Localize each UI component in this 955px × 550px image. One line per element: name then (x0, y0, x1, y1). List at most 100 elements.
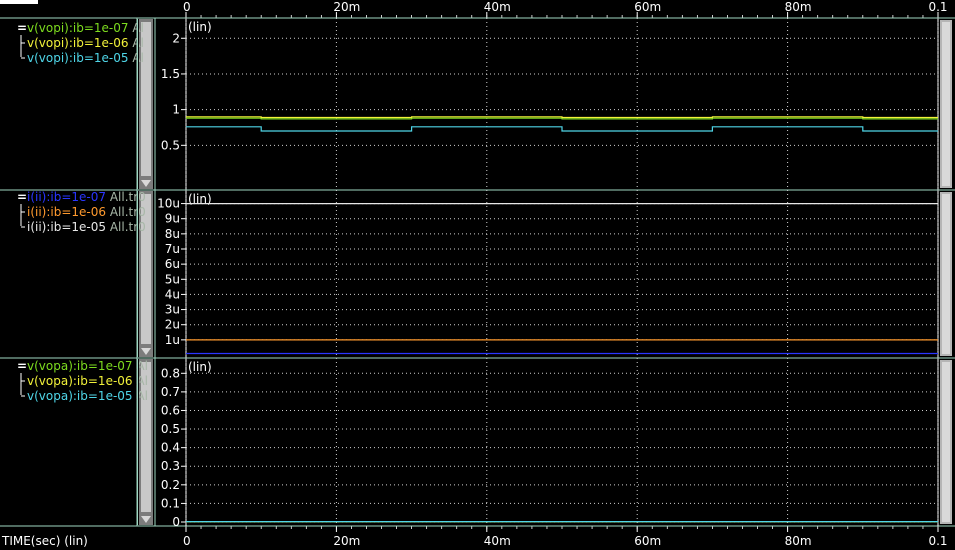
panel-scrollbar[interactable] (139, 191, 153, 357)
y-axis-tick-label: 0.1 (161, 496, 180, 510)
y-scale-label: (lin) (188, 20, 212, 34)
legend-clip-edge (137, 191, 138, 357)
scroll-down-arrow-icon[interactable] (141, 516, 151, 523)
y-axis-tick-label: 1u (165, 333, 180, 347)
bottom-axis-tick-label: 60m (634, 534, 661, 548)
legend-item[interactable]: v(vopa):ib=1e-07 Al (27, 359, 148, 373)
legend-series-file: Al (133, 374, 148, 388)
legend-clip-edge (137, 19, 138, 189)
legend-series-name[interactable]: i(ii):ib=1e-05 (27, 220, 106, 234)
bottom-axis-tick-label: 0.1 (928, 534, 947, 548)
legend-label[interactable]: v(vopa):ib=1e-07 Al (27, 359, 148, 373)
scroll-down-arrow-icon[interactable] (141, 348, 151, 355)
legend-item[interactable]: v(vopa):ib=1e-06 Al (21, 374, 148, 388)
legend-series-name[interactable]: v(vopi):ib=1e-05 (27, 51, 129, 65)
legend-label[interactable]: i(ii):ib=1e-07 All.tr0 (27, 190, 146, 204)
x-axis-label: TIME(sec) (lin) (1, 534, 88, 548)
y-axis-tick-label: 9u (165, 212, 180, 226)
waveform-panel-1: 0.511.52(lin)= v(vopi):ib=1e-07 Alv(vopi)… (0, 17, 955, 191)
top-axis-tick-label: 20m (333, 0, 360, 14)
legend-clip-edge (137, 359, 138, 525)
panel-resize-handle-grip[interactable] (942, 194, 950, 354)
y-axis-tick-label: 2 (172, 31, 180, 45)
legend-series-file: Al (133, 389, 148, 403)
legend-label[interactable]: v(vopa):ib=1e-05 Al (27, 389, 148, 403)
legend-series-name[interactable]: v(vopa):ib=1e-06 (27, 374, 133, 388)
y-axis-tick-label: 0.5 (161, 422, 180, 436)
panel-scrollbar[interactable] (139, 359, 153, 525)
scroll-down-arrow-icon[interactable] (141, 180, 151, 187)
legend-label[interactable]: v(vopi):ib=1e-05 Al (27, 51, 144, 65)
legend-overflow-mask (138, 191, 139, 357)
legend-series-name[interactable]: v(vopi):ib=1e-06 (27, 36, 129, 50)
y-axis-tick-label: 7u (165, 242, 180, 256)
legend-item[interactable]: i(ii):ib=1e-07 All.tr0 (27, 190, 146, 204)
legend-overflow-mask (138, 19, 139, 189)
legend-series-file: Al (133, 359, 148, 373)
legend-group-marker[interactable]: = (17, 190, 27, 204)
y-axis-tick-label: 10u (157, 197, 180, 211)
panel-scrollbar[interactable] (139, 19, 153, 189)
top-axis-tick-label: 0 (183, 0, 191, 14)
legend-group-marker[interactable]: = (17, 359, 27, 373)
bottom-axis-strip (0, 526, 955, 550)
legend-item[interactable]: v(vopi):ib=1e-07 Al (27, 21, 144, 35)
legend-item[interactable]: v(vopa):ib=1e-05 Al (21, 389, 148, 403)
bottom-axis-tick-label: 0 (183, 534, 191, 548)
legend-series-file: All.tr0 (106, 205, 146, 219)
legend-label[interactable]: v(vopi):ib=1e-06 Al (27, 36, 144, 50)
top-axis-tick-label: 40m (484, 0, 511, 14)
legend-series-name[interactable]: i(ii):ib=1e-07 (27, 190, 106, 204)
legend-label[interactable]: v(vopa):ib=1e-06 Al (27, 374, 148, 388)
scrollbar-thumb[interactable] (141, 22, 151, 176)
y-axis-tick-label: 0.2 (161, 478, 180, 492)
y-axis-tick-label: 0.8 (161, 366, 180, 380)
window-tab-marker (0, 0, 38, 4)
y-axis-tick-label: 0.5 (161, 138, 180, 152)
y-scale-label: (lin) (188, 360, 212, 374)
series-trace[interactable] (186, 116, 938, 119)
legend-series-name[interactable]: i(ii):ib=1e-06 (27, 205, 106, 219)
y-axis-tick-label: 2u (165, 318, 180, 332)
legend-label[interactable]: v(vopi):ib=1e-07 Al (27, 21, 144, 35)
legend-series-file: Al (129, 21, 144, 35)
legend-series-file: Al (129, 51, 144, 65)
y-axis-tick-label: 1.5 (161, 67, 180, 81)
legend-series-name[interactable]: v(vopa):ib=1e-05 (27, 389, 133, 403)
panel-resize-handle-grip[interactable] (942, 22, 950, 186)
panel-resize-handle-grip[interactable] (942, 362, 950, 522)
y-axis-tick-label: 5u (165, 272, 180, 286)
y-axis-tick-label: 0.4 (161, 441, 180, 455)
bottom-axis-tick-label: 80m (785, 534, 812, 548)
legend-item[interactable]: v(vopi):ib=1e-05 Al (21, 51, 144, 65)
y-scale-label: (lin) (188, 192, 212, 206)
legend-group-marker[interactable]: = (17, 21, 27, 35)
legend-series-name[interactable]: v(vopa):ib=1e-07 (27, 359, 133, 373)
legend-series-file: All.tr0 (106, 190, 146, 204)
legend-series-name[interactable]: v(vopi):ib=1e-07 (27, 21, 129, 35)
waveform-panel-3: 00.10.20.30.40.50.60.70.8 (lin)= v(vopa):i… (0, 357, 955, 529)
bottom-axis-tick-label: 20m (333, 534, 360, 548)
legend-overflow-mask (138, 359, 139, 525)
top-axis-tick-label: 60m (634, 0, 661, 14)
top-axis-tick-label: 80m (785, 0, 812, 14)
legend-label[interactable]: i(ii):ib=1e-06 All.tr0 (27, 205, 146, 219)
legend-label[interactable]: i(ii):ib=1e-05 All.tr0 (27, 220, 146, 234)
y-axis-tick-label: 0.6 (161, 403, 180, 417)
legend-item[interactable]: v(vopi):ib=1e-06 Al (21, 36, 144, 50)
y-axis-tick-label: 1 (172, 103, 180, 117)
legend-overflow-cover (138, 19, 139, 525)
legend-series-file: All.tr0 (106, 220, 146, 234)
scrollbar-thumb[interactable] (141, 362, 151, 512)
y-axis-tick-label: 0.7 (161, 385, 180, 399)
scrollbar-thumb[interactable] (141, 194, 151, 344)
bottom-axis-tick-label: 40m (484, 534, 511, 548)
legend-item[interactable]: i(ii):ib=1e-05 All.tr0 (21, 220, 146, 234)
series-trace[interactable] (186, 126, 938, 132)
series-trace[interactable] (186, 117, 938, 120)
legend-item[interactable]: i(ii):ib=1e-06 All.tr0 (21, 205, 146, 219)
